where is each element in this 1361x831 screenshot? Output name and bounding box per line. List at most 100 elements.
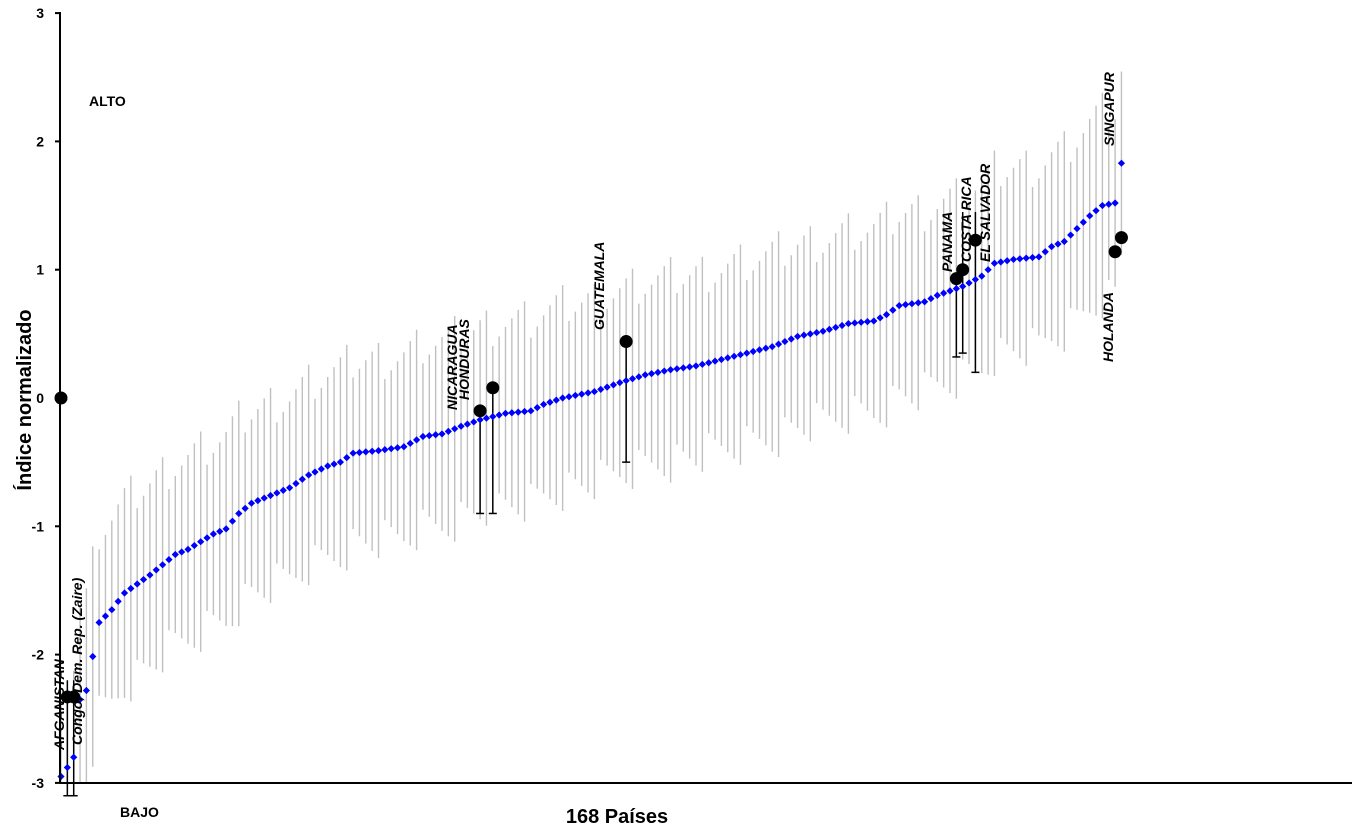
country-point	[661, 367, 668, 374]
country-point	[985, 266, 992, 273]
country-point	[559, 394, 566, 401]
country-point	[254, 497, 261, 504]
country-point	[311, 468, 318, 475]
country-point	[432, 431, 439, 438]
country-point	[381, 446, 388, 453]
country-point	[731, 353, 738, 360]
country-point	[273, 489, 280, 496]
country-label: SINGAPUR	[1101, 71, 1117, 146]
region-label-high: ALTO	[89, 93, 126, 109]
country-point	[673, 365, 680, 372]
country-label: HONDURAS	[456, 318, 472, 400]
country-point	[870, 317, 877, 324]
country-point	[400, 443, 407, 450]
country-point	[1048, 243, 1055, 250]
country-point	[756, 346, 763, 353]
country-point	[527, 407, 534, 414]
country-point	[978, 273, 985, 280]
country-point	[178, 548, 185, 555]
country-point	[1105, 201, 1112, 208]
y-tick-label: 3	[36, 5, 44, 21]
country-point	[502, 410, 509, 417]
country-point	[1080, 219, 1087, 226]
country-point	[203, 534, 210, 541]
country-point	[591, 388, 598, 395]
country-point	[1099, 202, 1106, 209]
country-point	[89, 653, 96, 660]
country-point	[1061, 238, 1068, 245]
country-point	[578, 391, 585, 398]
country-point	[788, 335, 795, 342]
country-point	[280, 487, 287, 494]
country-point	[1010, 256, 1017, 263]
country-label: EL SALVADOR	[977, 163, 993, 262]
country-point	[1042, 248, 1049, 255]
country-point	[781, 338, 788, 345]
country-point	[407, 440, 414, 447]
country-point	[1004, 257, 1011, 264]
country-point	[1035, 253, 1042, 260]
country-point	[927, 295, 934, 302]
country-point	[750, 348, 757, 355]
country-point	[934, 292, 941, 299]
country-point	[921, 298, 928, 305]
country-point	[737, 351, 744, 358]
country-point	[343, 454, 350, 461]
country-point	[915, 299, 922, 306]
country-point	[362, 448, 369, 455]
country-point	[883, 311, 890, 318]
country-point	[229, 518, 236, 525]
country-point	[623, 377, 630, 384]
country-point	[305, 471, 312, 478]
country-point	[102, 613, 109, 620]
country-point	[127, 585, 134, 592]
country-point	[1073, 225, 1080, 232]
country-point	[64, 764, 71, 771]
country-point	[146, 571, 153, 578]
country-label: GUATEMALA	[591, 242, 607, 330]
country-point	[629, 375, 636, 382]
y-tick-label: 1	[36, 262, 44, 278]
country-point	[769, 343, 776, 350]
country-point	[858, 319, 865, 326]
country-point	[172, 551, 179, 558]
y-tick-label: -1	[32, 518, 45, 534]
country-point	[394, 444, 401, 451]
country-label: PANAMA	[939, 212, 955, 272]
country-point	[521, 408, 528, 415]
country-point	[1112, 199, 1119, 206]
highlight-point	[474, 404, 487, 417]
country-point	[851, 319, 858, 326]
country-point	[965, 279, 972, 286]
x-axis-title: 168 Países	[566, 806, 668, 828]
country-point	[864, 318, 871, 325]
country-point	[692, 362, 699, 369]
country-point	[489, 413, 496, 420]
country-point	[121, 589, 128, 596]
country-point	[775, 341, 782, 348]
country-point	[724, 354, 731, 361]
country-point	[845, 320, 852, 327]
country-point	[210, 530, 217, 537]
country-point	[375, 447, 382, 454]
country-point	[159, 561, 166, 568]
country-point	[699, 361, 706, 368]
country-point	[743, 349, 750, 356]
country-point	[223, 525, 230, 532]
country-point	[1086, 212, 1093, 219]
country-point	[70, 754, 77, 761]
country-point	[350, 450, 357, 457]
country-point	[235, 510, 242, 517]
country-point	[534, 404, 541, 411]
country-point	[908, 300, 915, 307]
country-point	[286, 484, 293, 491]
country-point	[369, 448, 376, 455]
country-point	[1118, 160, 1125, 167]
country-point	[96, 619, 103, 626]
country-point	[889, 307, 896, 314]
country-point	[597, 386, 604, 393]
country-point	[819, 328, 826, 335]
axes	[60, 12, 1352, 783]
country-point	[115, 598, 122, 605]
